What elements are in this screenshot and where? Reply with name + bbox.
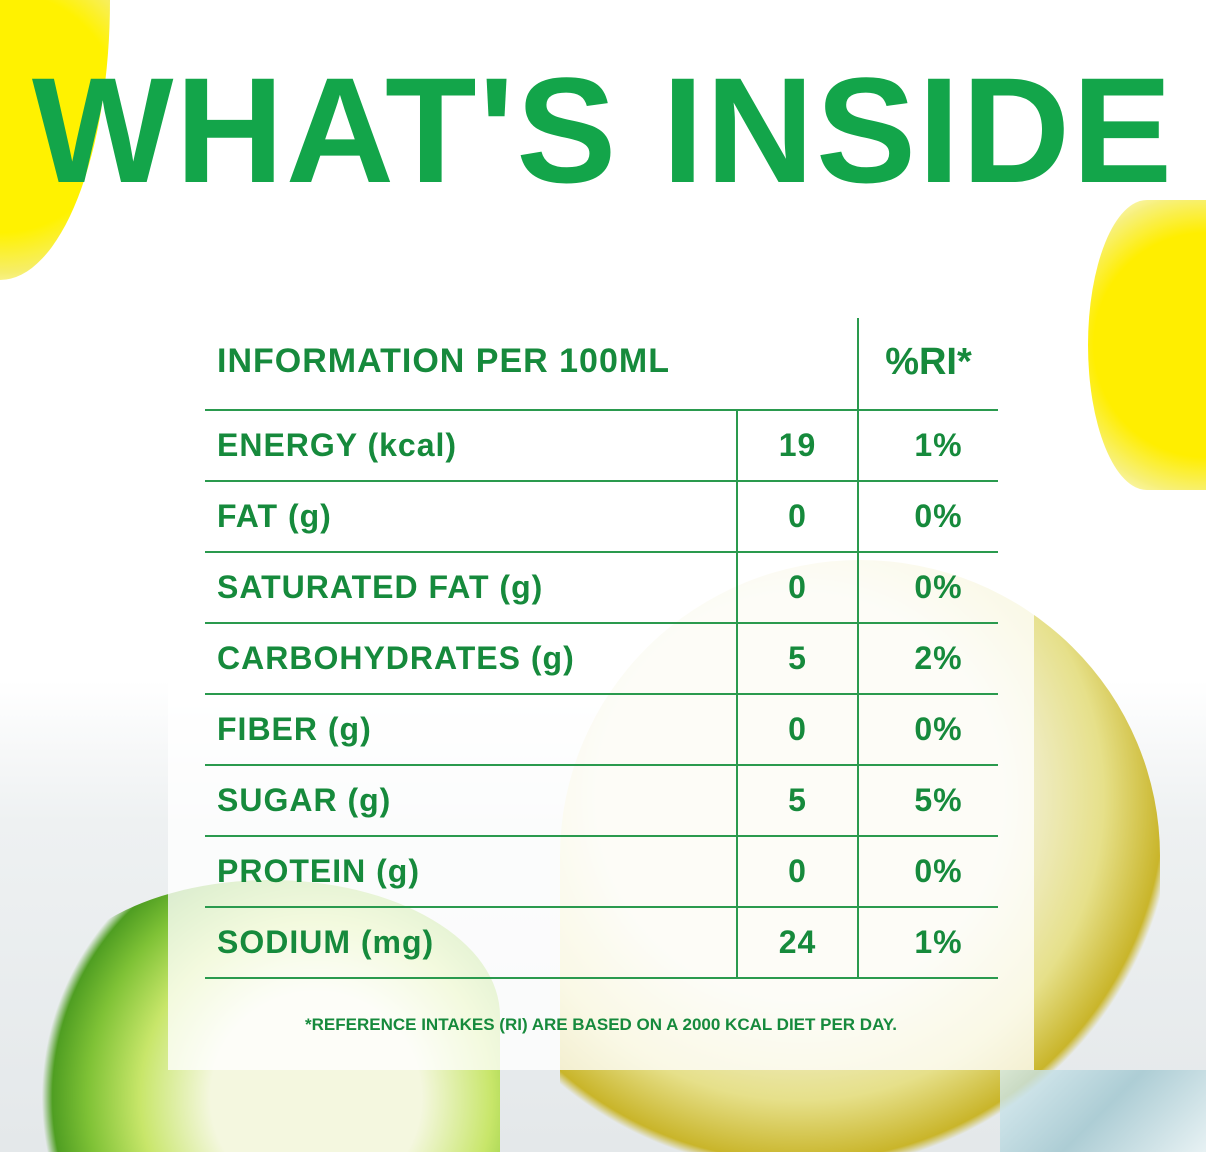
- header-label: INFORMATION PER 100ML: [217, 342, 670, 380]
- nutrition-table: INFORMATION PER 100ML %RI* ENERGY (kcal)…: [205, 318, 998, 979]
- nutrient-value: 5: [736, 624, 857, 693]
- nutrient-name: FAT (g): [217, 498, 332, 534]
- nutrient-value: 19: [736, 411, 857, 480]
- table-row: ENERGY (kcal) 19 1%: [205, 411, 998, 482]
- nutrient-ri: 0%: [857, 695, 998, 764]
- nutrient-name: SUGAR (g): [217, 782, 392, 818]
- nutrient-value: 0: [736, 553, 857, 622]
- nutrition-panel: [168, 300, 1034, 1070]
- footnote: *REFERENCE INTAKES (RI) ARE BASED ON A 2…: [305, 1015, 897, 1034]
- nutrient-ri: 0%: [857, 482, 998, 551]
- table-row: FIBER (g) 0 0%: [205, 695, 998, 766]
- table-row: PROTEIN (g) 0 0%: [205, 837, 998, 908]
- nutrient-name: FIBER (g): [217, 711, 372, 747]
- page-title: WHAT'S INSIDE: [31, 46, 1175, 214]
- nutrient-ri: 1%: [857, 411, 998, 480]
- nutrient-value: 24: [736, 908, 857, 977]
- table-header: INFORMATION PER 100ML %RI*: [205, 318, 998, 411]
- table-row: CARBOHYDRATES (g) 5 2%: [205, 624, 998, 695]
- lemon-slice-image: [1088, 200, 1206, 490]
- nutrient-ri: 1%: [857, 908, 998, 977]
- header-ri: %RI*: [857, 318, 998, 409]
- nutrient-name: CARBOHYDRATES (g): [217, 640, 575, 676]
- nutrient-value: 0: [736, 837, 857, 906]
- nutrient-value: 0: [736, 482, 857, 551]
- nutrient-name: PROTEIN (g): [217, 853, 420, 889]
- table-row: FAT (g) 0 0%: [205, 482, 998, 553]
- table-row: SODIUM (mg) 24 1%: [205, 908, 998, 979]
- nutrient-name: SODIUM (mg): [217, 924, 435, 960]
- table-body: ENERGY (kcal) 19 1% FAT (g) 0 0% SATURATED FAT…: [205, 411, 998, 979]
- nutrient-name: SATURATED FAT (g): [217, 569, 544, 605]
- nutrient-name: ENERGY (kcal): [217, 427, 458, 463]
- nutrient-ri: 0%: [857, 553, 998, 622]
- nutrient-ri: 5%: [857, 766, 998, 835]
- table-row: SATURATED FAT (g) 0 0%: [205, 553, 998, 624]
- nutrient-value: 0: [736, 695, 857, 764]
- nutrient-value: 5: [736, 766, 857, 835]
- nutrient-ri: 0%: [857, 837, 998, 906]
- table-row: SUGAR (g) 5 5%: [205, 766, 998, 837]
- nutrient-ri: 2%: [857, 624, 998, 693]
- ice-cube-image: [1000, 1070, 1206, 1152]
